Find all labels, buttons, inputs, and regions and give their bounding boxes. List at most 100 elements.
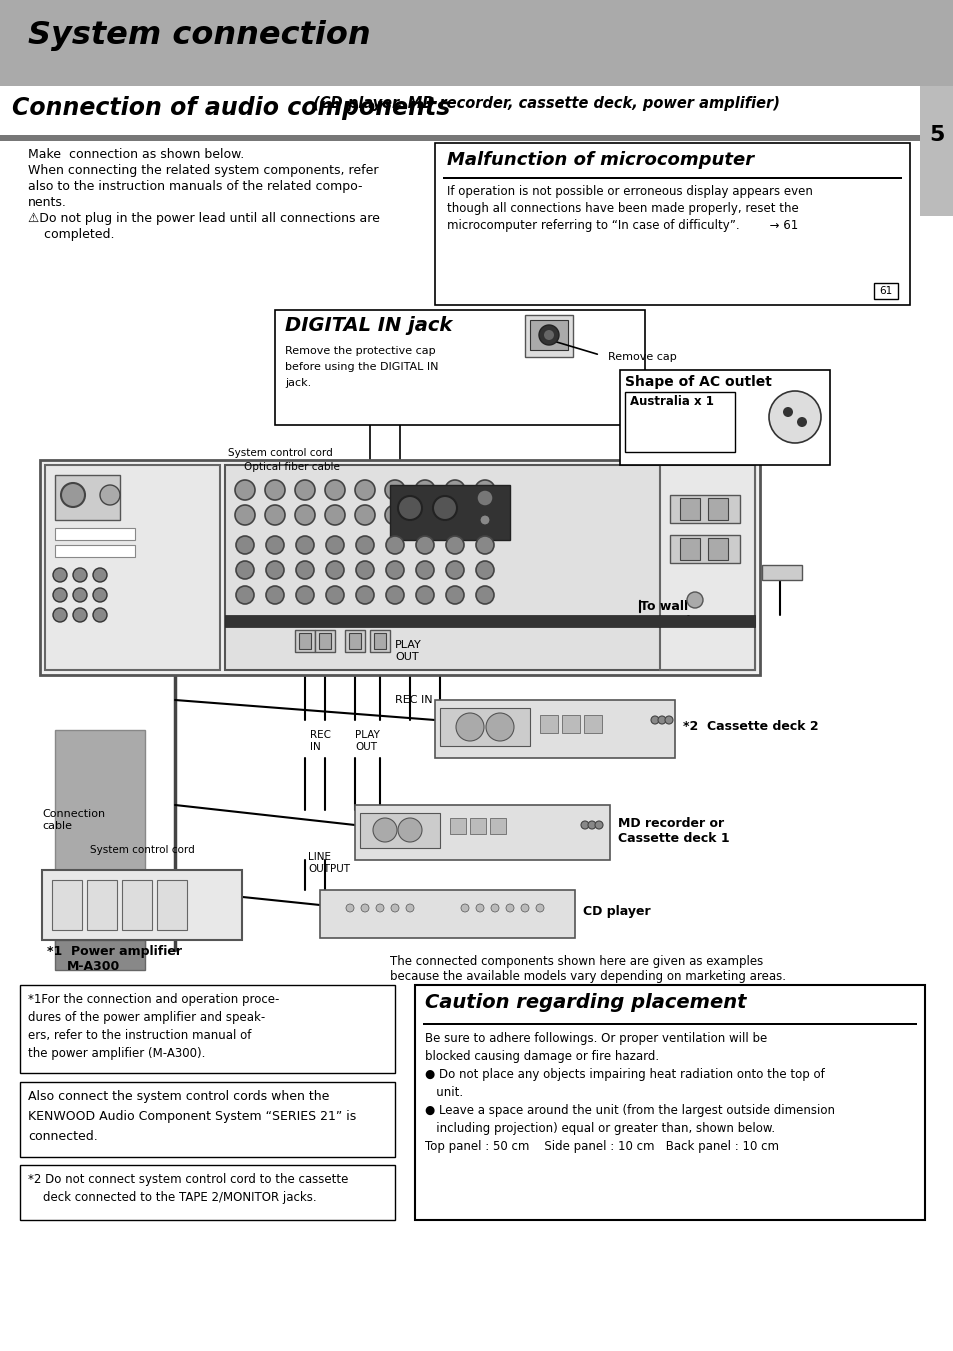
Circle shape [768,390,821,443]
Bar [374,634,386,648]
Bar [294,630,314,653]
Circle shape [325,505,345,526]
Circle shape [346,904,354,912]
Bar [435,143,909,305]
Text: nents.: nents. [28,196,67,209]
Circle shape [385,480,405,500]
Circle shape [456,713,483,740]
Circle shape [235,536,253,554]
Bar [707,499,727,520]
Circle shape [460,904,469,912]
Bar [450,817,465,834]
Bar [530,320,567,350]
Text: DIGITAL IN jack: DIGITAL IN jack [285,316,452,335]
Circle shape [385,505,405,526]
Circle shape [355,561,374,580]
Text: Remove cap: Remove cap [607,353,676,362]
Circle shape [476,904,483,912]
Text: To wall
AC outlet: To wall AC outlet [639,600,704,628]
Circle shape [295,586,314,604]
Circle shape [416,586,434,604]
Circle shape [444,480,464,500]
Bar [524,315,573,357]
Text: MD recorder or
Cassette deck 1: MD recorder or Cassette deck 1 [618,817,729,844]
Circle shape [53,567,67,582]
Bar [561,715,579,734]
Text: Also connect the system control cords when the: Also connect the system control cords wh… [28,1090,329,1102]
Text: completed.: completed. [28,228,114,240]
Text: When connecting the related system components, refer: When connecting the related system compo… [28,163,378,177]
Bar [370,630,390,653]
Bar [52,880,82,929]
Bar [0,0,953,86]
Bar [583,715,601,734]
Circle shape [355,586,374,604]
Circle shape [475,480,495,500]
Circle shape [595,821,602,830]
Text: ers, refer to the instruction manual of: ers, refer to the instruction manual of [28,1029,251,1042]
Circle shape [650,716,659,724]
Bar [442,177,901,178]
Circle shape [92,608,107,621]
Text: blocked causing damage or fire hazard.: blocked causing damage or fire hazard. [424,1050,659,1063]
Bar [619,370,829,465]
Text: deck connected to the TAPE 2/MONITOR jacks.: deck connected to the TAPE 2/MONITOR jac… [28,1192,316,1204]
Circle shape [416,536,434,554]
Circle shape [446,536,463,554]
Text: The connected components shown here are given as examples: The connected components shown here are … [390,955,762,969]
Circle shape [294,505,314,526]
Bar [55,476,120,520]
Circle shape [92,567,107,582]
Circle shape [580,821,588,830]
Text: Malfunction of microcomputer: Malfunction of microcomputer [447,151,753,169]
Bar [415,985,924,1220]
Circle shape [587,821,596,830]
Circle shape [355,480,375,500]
Bar [319,890,575,938]
Text: Shape of AC outlet: Shape of AC outlet [624,376,771,389]
Circle shape [386,536,403,554]
Circle shape [234,480,254,500]
Bar [40,459,760,676]
Text: REC IN: REC IN [395,694,432,705]
Text: *1For the connection and operation proce-: *1For the connection and operation proce… [28,993,279,1006]
Circle shape [491,904,498,912]
Text: Optical fiber cable: Optical fiber cable [244,462,339,471]
Bar [624,392,734,453]
Circle shape [92,588,107,603]
Circle shape [476,536,494,554]
Text: Connection of audio components: Connection of audio components [12,96,450,120]
Bar [490,817,505,834]
Circle shape [415,480,435,500]
Circle shape [475,505,495,526]
Text: jack.: jack. [285,378,311,388]
Text: Be sure to adhere followings. Or proper ventilation will be: Be sure to adhere followings. Or proper … [424,1032,766,1046]
Circle shape [53,608,67,621]
Text: KENWOOD Audio Component System “SERIES 21” is: KENWOOD Audio Component System “SERIES 2… [28,1111,355,1123]
Text: 61: 61 [879,286,892,296]
Circle shape [479,515,490,526]
Bar [919,86,953,216]
Bar [435,700,675,758]
Bar [55,544,135,557]
Circle shape [373,817,396,842]
Text: connected.: connected. [28,1129,97,1143]
Circle shape [476,586,494,604]
Bar [0,135,919,141]
Bar [20,985,395,1073]
Bar [470,817,485,834]
Circle shape [325,480,345,500]
Bar [422,1023,916,1025]
Circle shape [265,480,285,500]
Circle shape [416,561,434,580]
Text: PLAY
OUT: PLAY OUT [355,730,379,751]
Circle shape [375,904,384,912]
Circle shape [538,326,558,345]
Circle shape [234,505,254,526]
Bar [873,282,897,299]
Circle shape [53,588,67,603]
Text: because the available models vary depending on marketing areas.: because the available models vary depend… [390,970,785,984]
Bar [439,708,530,746]
Bar [157,880,187,929]
Text: System control cord: System control cord [90,844,194,855]
